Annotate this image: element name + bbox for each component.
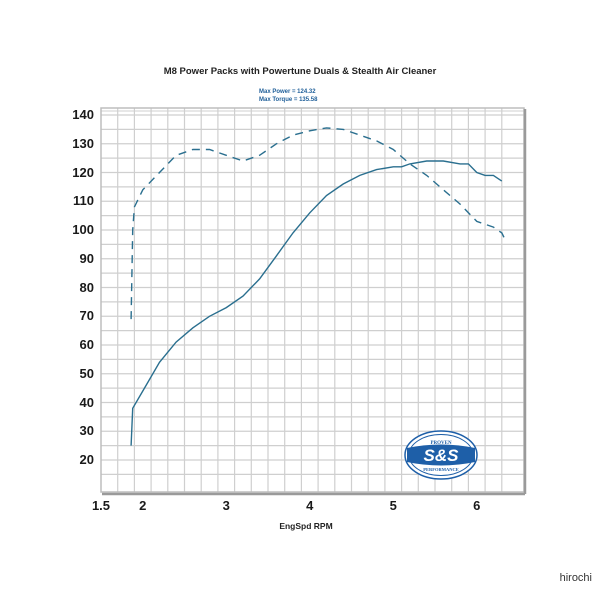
y-tick-label: 130 [72,135,94,151]
x-axis-title: EngSpd RPM [279,521,333,531]
y-tick-label: 100 [72,222,94,237]
ss-logo: S&S PROVEN PERFORMANCE [404,430,478,480]
max-power-label: Max Power = 124.32 [259,89,316,95]
svg-text:PERFORMANCE: PERFORMANCE [423,467,459,472]
max-values-annotation: Max Power = 124.32 Max Torque = 135.58 [259,88,317,104]
y-tick-label: 30 [79,423,94,439]
svg-text:PROVEN: PROVEN [430,441,452,446]
chart-title: M8 Power Packs with Powertune Duals & St… [163,66,437,77]
y-tick-label: 90 [79,250,94,266]
svg-text:S&S: S&S [424,446,460,465]
grid-lines [101,108,524,492]
x-tick-label: 5 [389,498,397,513]
watermark: hirochi [559,572,592,584]
y-tick-label: 20 [79,452,94,467]
y-tick-label: 60 [79,337,94,352]
y-tick-label: 120 [72,164,94,180]
max-torque-label: Max Torque = 135.58 [259,97,318,103]
power-curve [130,160,503,446]
x-tick-label: 1.5 [91,498,111,513]
y-tick-label: 40 [79,394,94,410]
y-tick-label: 110 [73,193,94,209]
x-tick-label: 4 [306,498,314,513]
y-tick-label: 70 [79,308,94,324]
y-tick-label: 50 [79,365,94,381]
y-tick-label: 140 [72,107,94,122]
y-tick-label: 80 [79,279,94,295]
x-tick-label: 2 [139,498,147,513]
x-tick-label: 3 [222,498,230,513]
x-tick-label: 6 [473,498,481,513]
torque-curve [130,127,507,320]
